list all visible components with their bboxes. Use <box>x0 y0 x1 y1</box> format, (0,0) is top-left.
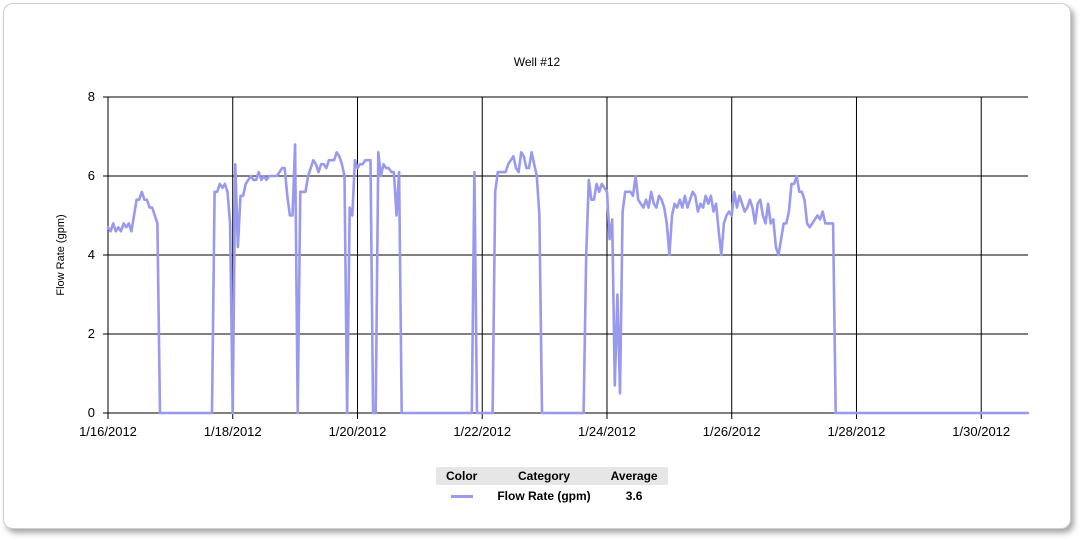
legend-header-color: Color <box>436 467 488 485</box>
y-tick-labels: 0 2 4 6 8 <box>88 89 95 420</box>
chart-panel <box>3 3 1071 529</box>
y-tick-label: 6 <box>88 168 95 183</box>
x-tick-label: 1/20/2012 <box>329 424 387 439</box>
y-axis-title: Flow Rate (gpm) <box>55 214 67 295</box>
x-tick-label: 1/26/2012 <box>703 424 761 439</box>
x-tick-label: 1/30/2012 <box>952 424 1010 439</box>
x-tick-label: 1/18/2012 <box>204 424 262 439</box>
x-tick-labels: 1/16/2012 1/18/2012 1/20/2012 1/22/2012 1/24… <box>79 424 1010 439</box>
y-tick-label: 0 <box>88 405 95 420</box>
legend-header-category: Category <box>487 467 601 485</box>
x-tick-label: 1/16/2012 <box>79 424 137 439</box>
x-tick-label: 1/24/2012 <box>578 424 636 439</box>
legend-color-cell <box>436 485 487 507</box>
series-line-flow-rate <box>106 143 1030 415</box>
legend-header-average: Average <box>600 467 668 485</box>
legend-swatch <box>450 495 473 499</box>
axes <box>103 96 1028 419</box>
gridlines <box>108 96 1028 413</box>
legend-row: Flow Rate (gpm) 3.6 <box>436 485 668 507</box>
legend-header-row: Color Category Average <box>436 467 668 485</box>
legend-category: Flow Rate (gpm) <box>497 489 591 503</box>
x-tick-label: 1/28/2012 <box>828 424 886 439</box>
chart-title: Well #12 <box>514 55 561 69</box>
y-tick-label: 8 <box>88 89 95 104</box>
x-tick-label: 1/22/2012 <box>453 424 511 439</box>
series-layer <box>106 143 1030 415</box>
legend-table: Color Category Average Flow Rate (gpm) 3… <box>436 467 668 507</box>
y-tick-label: 4 <box>88 247 95 262</box>
legend-average: 3.6 <box>625 489 643 503</box>
y-tick-label: 2 <box>88 326 95 341</box>
